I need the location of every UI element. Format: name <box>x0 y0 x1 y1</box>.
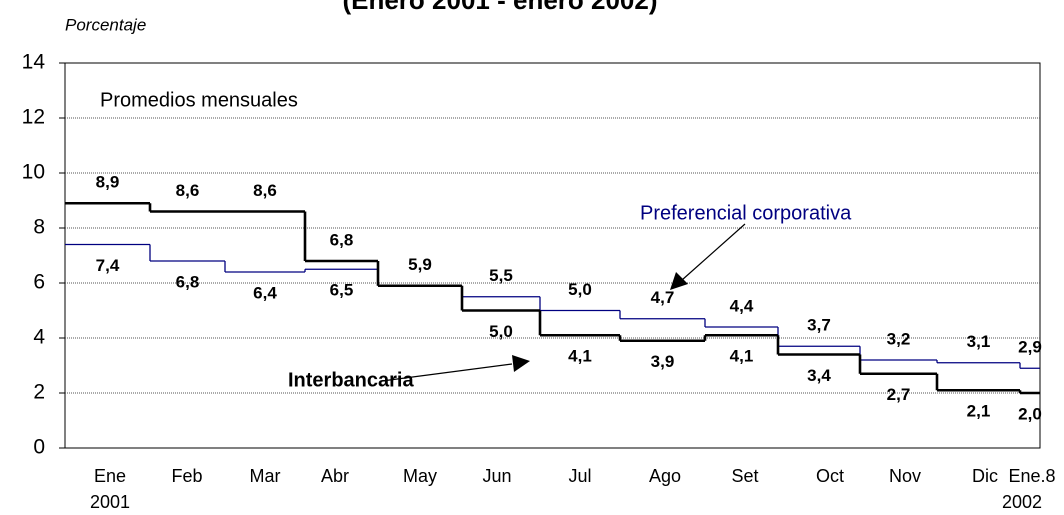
x-tick-label: May <box>403 466 437 486</box>
x-tick-label: Dic <box>972 466 998 486</box>
x-tick-label: Jun <box>482 466 511 486</box>
data-label: 6,8 <box>330 230 354 249</box>
data-label: 3,7 <box>807 316 831 335</box>
y-tick-label: 2 <box>33 381 45 404</box>
y-tick-label: 12 <box>22 106 45 129</box>
data-label: 5,0 <box>568 280 592 299</box>
x-tick-label: Oct <box>816 466 844 486</box>
data-label: 4,4 <box>730 296 754 315</box>
annotation: Interbancaria <box>288 369 414 391</box>
data-label: 3,4 <box>807 366 831 385</box>
y-tick-label: 0 <box>33 436 45 459</box>
data-label: 7,4 <box>96 256 120 275</box>
data-label: 2,7 <box>887 385 911 404</box>
plot: 0 2 4 6 8 10 12 14 Ene 2001 Feb Mar Abr May Jun Jul Ago S… <box>22 51 1056 512</box>
data-label: 3,1 <box>967 332 991 351</box>
x-tick-label: Ene.8 <box>1008 466 1055 486</box>
annotation: Preferencial corporativa <box>640 202 852 224</box>
data-label: 8,6 <box>253 181 277 200</box>
y-tick-label: 14 <box>22 51 46 74</box>
x-tick-label: Jul <box>568 466 591 486</box>
x-tick-label: Mar <box>250 466 281 486</box>
x-tick-sublabel: 2002 <box>1002 492 1042 512</box>
data-label: 2,9 <box>1018 338 1042 357</box>
x-tick-label: Ago <box>649 466 681 486</box>
plot-frame <box>64 62 1041 449</box>
data-label: 6,8 <box>176 272 200 291</box>
data-label: 4,7 <box>651 288 675 307</box>
x-tick-label: Ene <box>94 466 126 486</box>
y-tick-label: 4 <box>33 326 45 349</box>
x-tick-label: Set <box>731 466 758 486</box>
data-label: 5,9 <box>408 255 432 274</box>
y-axis-label: Porcentaje <box>65 15 146 34</box>
x-tick-sublabel: 2001 <box>90 492 130 512</box>
data-label: 6,5 <box>330 281 354 300</box>
x-tick-label: Abr <box>321 466 349 486</box>
data-label: 2,1 <box>967 402 991 421</box>
x-tick-label: Feb <box>171 466 202 486</box>
chart-title: (Enero 2001 - enero 2002) <box>342 0 657 15</box>
data-label: 2,0 <box>1018 404 1042 423</box>
data-label: 4,1 <box>730 347 754 366</box>
data-label: 3,2 <box>887 329 911 348</box>
data-label: 5,0 <box>489 322 513 341</box>
annotation: Promedios mensuales <box>100 89 298 111</box>
y-tick-label: 10 <box>22 161 45 184</box>
data-label: 3,9 <box>651 352 675 371</box>
arrow <box>381 223 746 382</box>
data-label: 5,5 <box>489 266 513 285</box>
data-label: 6,4 <box>253 283 277 302</box>
y-tick-label: 6 <box>33 271 45 294</box>
data-label: 4,1 <box>568 347 592 366</box>
y-tick-label: 8 <box>33 216 45 239</box>
data-label: 8,9 <box>96 173 120 192</box>
data-label: 8,6 <box>176 181 200 200</box>
x-tick-label: Nov <box>889 466 921 486</box>
